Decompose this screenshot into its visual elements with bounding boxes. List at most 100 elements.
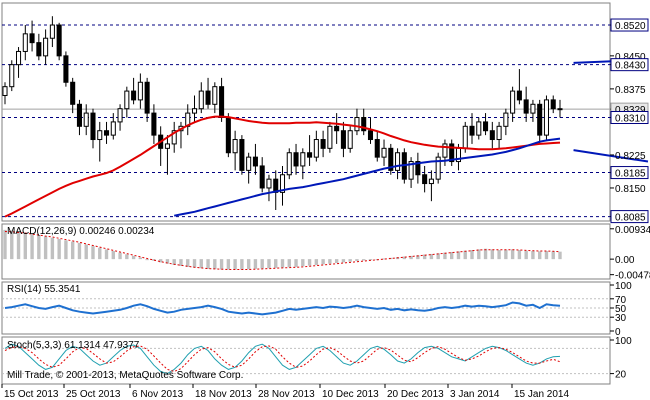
- candle: [340, 121, 346, 158]
- bear-candle-body: [334, 125, 340, 132]
- candle: [225, 113, 231, 158]
- macd-histogram-bar: [64, 240, 68, 260]
- stoch-signal-line: [4, 345, 561, 373]
- bull-candle-body: [9, 64, 15, 88]
- macd-histogram-bar: [145, 259, 149, 261]
- macd-histogram-bar: [206, 259, 210, 269]
- macd-marks: [3, 229, 562, 270]
- macd-histogram-bar: [456, 251, 461, 260]
- moving-average-blue: [174, 137, 561, 217]
- candle: [449, 139, 455, 166]
- macd-histogram-bar: [341, 259, 346, 263]
- bull-candle-body: [476, 121, 482, 136]
- macd-signal-line: [4, 231, 561, 270]
- macd-histogram-bar: [16, 231, 21, 260]
- rsi-line: [4, 301, 561, 316]
- macd-histogram-bar: [328, 259, 332, 264]
- candle: [503, 108, 509, 136]
- macd-histogram-bar: [179, 259, 183, 266]
- macd-histogram-bar: [362, 259, 366, 261]
- bear-candle-body: [361, 117, 367, 132]
- rsi-tick-label: 30: [615, 313, 627, 324]
- macd-histogram-bar: [416, 255, 420, 260]
- price-tag-box: [610, 58, 649, 72]
- candle: [510, 86, 516, 122]
- time-tick-label: 6 Nov 2013: [132, 389, 184, 400]
- candle: [83, 104, 89, 136]
- macd-histogram-bar: [287, 259, 291, 268]
- price-tick-label: 0.8310: [615, 114, 646, 125]
- macd-histogram-bar: [314, 259, 319, 265]
- bull-candle-body: [543, 99, 549, 136]
- macd-histogram-bar: [125, 254, 129, 260]
- bull-candle-body: [462, 125, 468, 149]
- macd-panel: 0.00934 0.00 -0.00478 MACD(12,26,9) 0.0024…: [1, 223, 650, 282]
- bull-candle-body: [530, 103, 536, 114]
- candle: [489, 121, 495, 149]
- candle: [164, 135, 170, 175]
- bear-candle-body: [239, 139, 245, 171]
- candle: [523, 86, 529, 122]
- bear-candle-body: [307, 152, 313, 158]
- price-tag-box: [610, 166, 649, 180]
- bear-candle-body: [151, 112, 157, 136]
- bull-candle-body: [313, 139, 319, 158]
- candle: [70, 77, 76, 114]
- candle: [381, 139, 387, 166]
- macd-histogram-bar: [274, 259, 278, 268]
- macd-histogram-bar: [37, 235, 41, 260]
- bear-candle-body: [56, 24, 62, 57]
- candle: [212, 82, 218, 114]
- price-level-lines: [2, 24, 610, 218]
- bull-candle-body: [408, 161, 414, 180]
- moving-averages: [4, 115, 561, 218]
- candle: [76, 99, 82, 136]
- time-tick-label: 10 Dec 2013: [322, 389, 379, 400]
- candle: [191, 95, 198, 122]
- stoch-label: Stoch(5,3,3) 61.1314 47.9377: [7, 340, 140, 351]
- candle: [313, 130, 319, 162]
- bear-candle-body: [523, 99, 529, 114]
- bull-candle-body: [266, 178, 272, 189]
- candle: [29, 20, 35, 52]
- price-tick-label: 0.8329: [615, 105, 646, 116]
- candle: [550, 95, 556, 114]
- macd-histogram-bar: [104, 249, 109, 260]
- macd-histogram-bar: [199, 259, 203, 269]
- candle: [516, 69, 522, 105]
- candle: [347, 126, 353, 153]
- macd-histogram-bar: [368, 259, 373, 261]
- bull-candle-body: [43, 37, 49, 57]
- bull-candle-body: [286, 152, 292, 176]
- candle: [97, 121, 103, 162]
- macd-histogram-bar: [355, 259, 359, 262]
- macd-histogram-bar: [409, 255, 413, 260]
- bear-candle-body: [469, 125, 475, 136]
- candle: [198, 82, 204, 114]
- candle: [239, 135, 245, 175]
- bull-candle-body: [354, 117, 360, 132]
- bear-candle-body: [252, 156, 258, 167]
- price-tag-box: [610, 18, 649, 32]
- candle: [124, 86, 130, 118]
- macd-histogram-bar: [307, 259, 312, 266]
- macd-histogram-bar: [43, 236, 48, 260]
- macd-histogram-bar: [226, 259, 231, 270]
- bull-candle-body: [191, 108, 198, 114]
- candle: [334, 113, 340, 144]
- macd-histogram-bar: [253, 259, 258, 269]
- candle: [367, 117, 374, 144]
- macd-label: MACD(12,26,9) 0.00246 0.00234: [7, 226, 155, 237]
- bull-candle-body: [496, 125, 502, 141]
- candle: [395, 148, 401, 180]
- macd-histogram-bar: [98, 247, 102, 260]
- rsi-marks: [2, 298, 610, 318]
- macd-histogram-bar: [334, 259, 339, 264]
- stoch-main-line: [4, 343, 561, 375]
- bull-candle-body: [198, 90, 204, 110]
- macd-histogram-bar: [111, 251, 115, 260]
- macd-histogram-bar: [23, 232, 27, 260]
- candle: [300, 148, 306, 180]
- macd-histogram-bar: [233, 259, 237, 270]
- macd-histogram-bar: [91, 246, 95, 260]
